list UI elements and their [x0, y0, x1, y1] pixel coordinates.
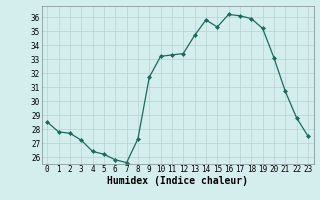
X-axis label: Humidex (Indice chaleur): Humidex (Indice chaleur): [107, 176, 248, 186]
